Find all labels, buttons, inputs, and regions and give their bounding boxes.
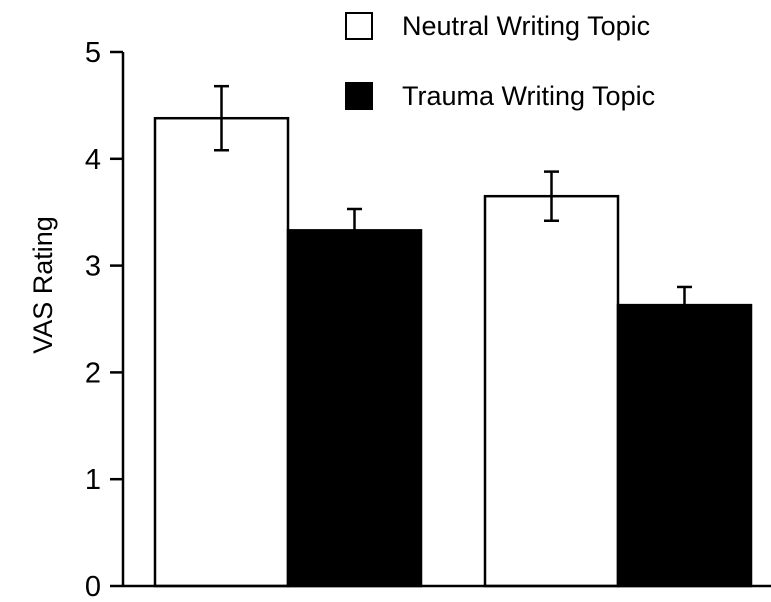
y-ticks: 0 1 2 3 4 5 [85,37,123,597]
legend-swatch-trauma [346,83,372,109]
legend-label-trauma: Trauma Writing Topic [402,81,655,111]
y-tick-label: 2 [85,357,101,389]
bars-layer [155,118,751,586]
legend-swatch-neutral [346,13,372,39]
legend: Neutral Writing Topic Trauma Writing Topi… [346,11,655,111]
y-tick-label: 1 [85,464,101,496]
bar-trauma [288,230,421,586]
y-tick-label: 5 [85,37,101,69]
y-tick-label: 4 [85,144,101,176]
y-tick-label: 0 [85,571,101,597]
bar-trauma [618,305,751,586]
bar-neutral [485,196,618,586]
legend-label-neutral: Neutral Writing Topic [402,11,650,41]
y-axis-title: VAS Rating [28,216,58,354]
y-tick-label: 3 [85,251,101,283]
bar-neutral [155,118,288,586]
